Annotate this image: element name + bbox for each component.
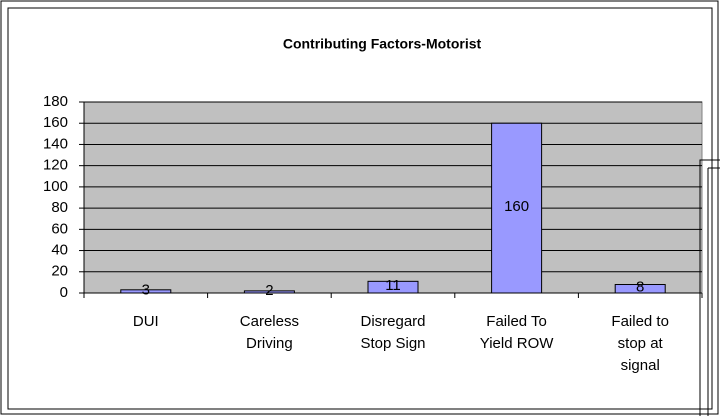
x-tick-label: Disregard Stop Sign xyxy=(360,313,426,352)
data-label: 11 xyxy=(385,277,401,294)
y-tick-label: 120 xyxy=(43,157,68,174)
bar xyxy=(614,284,666,294)
y-tick-label: 20 xyxy=(51,263,68,280)
bar xyxy=(120,289,172,294)
y-tick-label: 100 xyxy=(43,178,68,195)
chart-title: Contributing Factors-Motorist xyxy=(283,36,482,52)
y-tick-label: 0 xyxy=(60,284,68,301)
bar xyxy=(243,290,295,294)
y-tick-label: 40 xyxy=(51,242,68,259)
data-label: 2 xyxy=(265,282,273,299)
overlap-frame xyxy=(699,159,720,416)
data-label: 160 xyxy=(504,198,529,215)
bar xyxy=(367,280,419,294)
data-label: 8 xyxy=(636,279,644,296)
x-tick-label: Failed To Yield ROW xyxy=(479,313,554,352)
y-tick-label: 160 xyxy=(43,114,68,131)
x-tick-label: DUI xyxy=(132,313,159,330)
y-tick-label: 140 xyxy=(43,135,68,152)
x-tick-label: Careless Driving xyxy=(239,313,299,352)
y-tick-label: 60 xyxy=(51,220,68,237)
data-label: 3 xyxy=(142,281,150,298)
y-tick-label: 180 xyxy=(43,93,68,110)
bar xyxy=(491,122,543,294)
x-tick-label: Failed to stop at signal xyxy=(611,313,669,374)
plot-area xyxy=(83,101,703,294)
y-tick-label: 80 xyxy=(51,199,68,216)
